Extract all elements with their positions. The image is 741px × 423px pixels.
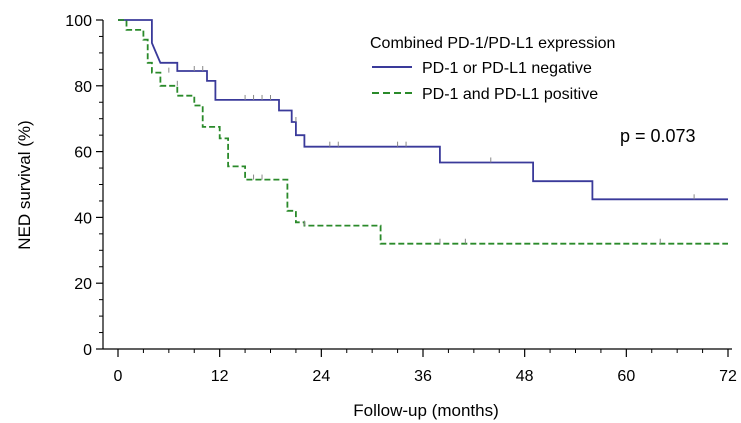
plot-lines xyxy=(118,19,728,245)
series-line-0 xyxy=(118,19,728,201)
y-tick-label-20: 20 xyxy=(74,276,92,293)
x-tick-label-0: 0 xyxy=(114,368,123,385)
x-axis-title: Follow-up (months) xyxy=(353,401,499,420)
y-axis-title: NED survival (%) xyxy=(15,120,34,249)
x-tick-label-72: 72 xyxy=(719,368,737,385)
legend-label-positive: PD-1 and PD-L1 positive xyxy=(422,86,598,103)
x-tick-label-24: 24 xyxy=(312,368,330,385)
p-value-annotation: p = 0.073 xyxy=(620,126,696,146)
y-tick-label-80: 80 xyxy=(74,79,92,96)
x-tick-label-12: 12 xyxy=(211,368,229,385)
y-tick-label-60: 60 xyxy=(74,145,92,162)
legend: Combined PD-1/PD-L1 expression PD-1 or P… xyxy=(370,35,615,103)
legend-title: Combined PD-1/PD-L1 expression xyxy=(370,35,615,52)
x-tick-label-36: 36 xyxy=(414,368,432,385)
y-tick-label-0: 0 xyxy=(83,342,92,359)
x-tick-label-48: 48 xyxy=(516,368,534,385)
series-line-1 xyxy=(118,19,728,245)
x-tick-label-60: 60 xyxy=(617,368,635,385)
y-tick-label-40: 40 xyxy=(74,210,92,227)
legend-label-negative: PD-1 or PD-L1 negative xyxy=(422,60,592,77)
y-tick-label-100: 100 xyxy=(65,13,92,30)
axes: 0 20 40 60 80 100 0 12 24 36 48 60 72 xyxy=(65,13,737,385)
